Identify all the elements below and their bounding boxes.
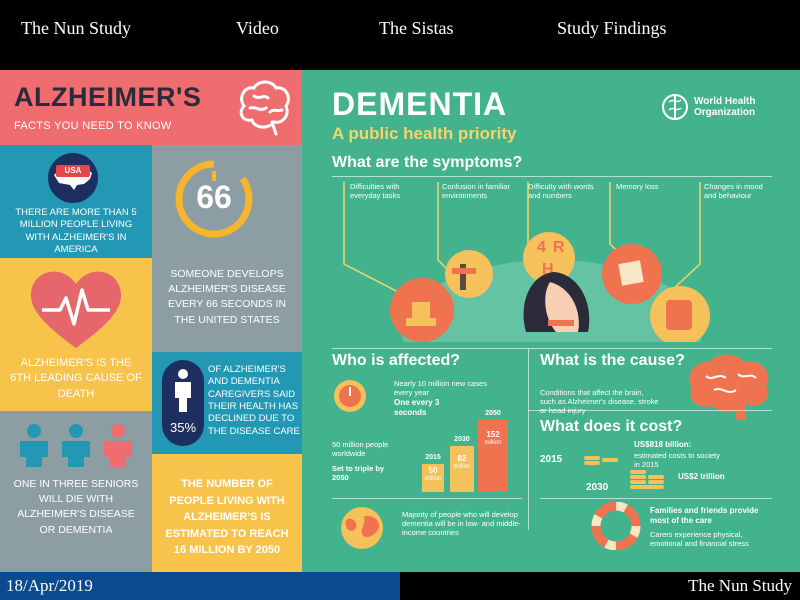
who-org-line2: Organization: [694, 107, 756, 118]
cost-2015-year: 2015: [540, 454, 563, 465]
cost-2030-value: US$2 trillion: [678, 472, 725, 481]
footer-date: 18/Apr/2019: [0, 572, 400, 600]
heart-fact-block: ALZHEIMER'S IS THE 6TH LEADING CAUSE OF …: [0, 258, 152, 411]
seconds-fact-block: 66 SOMEONE DEVELOPS ALZHEIMER'S DISEASE …: [152, 145, 302, 352]
bar-2015-unit: million: [424, 476, 442, 482]
symptom-everyday-tasks: Difficulties with everyday tasks: [350, 182, 401, 200]
heart-icon: [30, 271, 122, 348]
person-icon: [175, 369, 191, 412]
affected-triple: Set to triple by 2050: [332, 464, 385, 482]
cost-2015-value: US$818 billion:: [634, 440, 692, 449]
bar-2050: [478, 420, 508, 492]
coins-2030-icon: [630, 470, 664, 489]
seniors-fact-block: ONE IN THREE SENIORS WILL DIE WITH ALZHE…: [0, 411, 152, 572]
cost-title: What does it cost?: [540, 418, 683, 435]
affected-title: Who is affected?: [332, 352, 461, 369]
usa-fact-text: THERE ARE MORE THAN 5 MILLION PEOPLE LIV…: [15, 207, 137, 256]
bar-2030-year: 2030: [454, 436, 470, 443]
bar-2030: [450, 446, 474, 492]
lifebuoy-icon: [591, 502, 641, 550]
symptom-words-numbers: Difficulty with words and numbers: [528, 182, 594, 200]
dementia-infographic: DEMENTIA A public health priority World …: [302, 70, 800, 572]
seconds-value: 66: [196, 179, 232, 215]
dementia-title: DEMENTIA: [332, 86, 508, 122]
nav-item-the-sistas[interactable]: The Sistas: [379, 18, 454, 38]
future-fact-block: THE NUMBER OF PEOPLE LIVING WITH ALZHEIM…: [152, 454, 302, 572]
care-desc: Carers experience physical, emotional an…: [650, 530, 749, 548]
symptom-confusion: Confusion in familiar environments: [442, 182, 510, 200]
bar-2050-year: 2050: [485, 410, 501, 417]
stopwatch-icon: [175, 160, 253, 238]
caregiver-pill: 35%: [162, 360, 204, 446]
bar-2030-value: 82: [457, 454, 467, 463]
seconds-fact-text: SOMEONE DEVELOPS ALZHEIMER'S DISEASE EVE…: [167, 268, 287, 326]
people-group-icon: [20, 424, 132, 467]
alzheimers-header: ALZHEIMER'S FACTS YOU NEED TO KNOW: [0, 70, 302, 145]
usa-badge: USA: [56, 165, 90, 177]
svg-text:H: H: [542, 261, 554, 278]
caregiver-percent: 35%: [169, 420, 197, 435]
affected-worldwide: 50 million people worldwide: [332, 440, 389, 458]
alzheimers-title: ALZHEIMER'S: [14, 82, 202, 112]
caregivers-fact-block: 35% OF ALZHEIMER'S AND DEMENTIA CAREGIVE…: [152, 352, 302, 454]
footer-site-name: The Nun Study: [400, 572, 800, 600]
nav-item-the-nun-study[interactable]: The Nun Study: [21, 18, 131, 38]
bar-2030-unit: million: [453, 464, 471, 470]
dementia-subtitle: A public health priority: [332, 124, 517, 143]
symptom-memory-loss: Memory loss: [616, 182, 659, 191]
bar-2015-value: 50: [428, 466, 438, 475]
seniors-fact-text: ONE IN THREE SENIORS WILL DIE WITH ALZHE…: [13, 478, 139, 536]
affected-rate: One every 3 seconds: [394, 398, 440, 417]
usa-map-icon: [48, 153, 98, 203]
coins-2015-icon: [584, 456, 618, 465]
caregivers-fact-text: OF ALZHEIMER'S AND DEMENTIA CAREGIVERS S…: [208, 364, 300, 437]
bar-2050-value: 152: [486, 430, 500, 439]
brain-illustration-icon: [689, 354, 769, 420]
alzheimers-infographic: ALZHEIMER'S FACTS YOU NEED TO KNOW USA T…: [0, 70, 302, 572]
nav-item-study-findings[interactable]: Study Findings: [557, 18, 667, 38]
symptoms-divider: [332, 176, 772, 177]
affected-new-cases: Nearly 10 million new cases every year: [394, 379, 487, 397]
alzheimers-subtitle: FACTS YOU NEED TO KNOW: [14, 120, 172, 132]
care-title: Families and friends provide most of the…: [650, 506, 759, 525]
cost-2015-desc: estimated costs to society in 2015: [634, 451, 720, 469]
usa-fact-block: USA THERE ARE MORE THAN 5 MILLION PEOPLE…: [0, 145, 152, 258]
cause-title: What is the cause?: [540, 352, 685, 369]
globe-icon: [341, 507, 383, 549]
clock-icon: [334, 380, 366, 412]
care-divider: [540, 498, 772, 499]
cost-divider: [528, 410, 772, 411]
future-fact-text: THE NUMBER OF PEOPLE LIVING WITH ALZHEIM…: [165, 478, 289, 556]
who-org-name: World Health Organization: [694, 96, 755, 118]
symptoms-illustration: 4 R H: [343, 182, 710, 342]
affected-divider-top: [332, 348, 772, 349]
svg-text:R: R: [553, 239, 565, 256]
bar-2050-unit: million: [484, 440, 502, 446]
who-emblem-icon: [662, 94, 688, 120]
countries-divider: [332, 498, 522, 499]
symptom-mood-changes: Changes in mood and behaviour: [704, 182, 763, 200]
top-navigation: The Nun Study Video The Sistas Study Fin…: [0, 0, 800, 70]
brain-icon: [239, 80, 290, 136]
countries-text: Majority of people who will develop deme…: [402, 510, 521, 537]
nav-item-video[interactable]: Video: [236, 18, 279, 38]
bar-2015: [422, 464, 444, 492]
cost-2030-year: 2030: [586, 482, 609, 493]
heart-fact-text: ALZHEIMER'S IS THE 6TH LEADING CAUSE OF …: [10, 357, 142, 400]
bar-2015-year: 2015: [425, 454, 441, 461]
svg-text:4: 4: [537, 239, 546, 256]
symptoms-title: What are the symptoms?: [332, 154, 523, 171]
affected-divider-vertical: [528, 348, 529, 530]
who-org-line1: World Health: [694, 96, 756, 107]
